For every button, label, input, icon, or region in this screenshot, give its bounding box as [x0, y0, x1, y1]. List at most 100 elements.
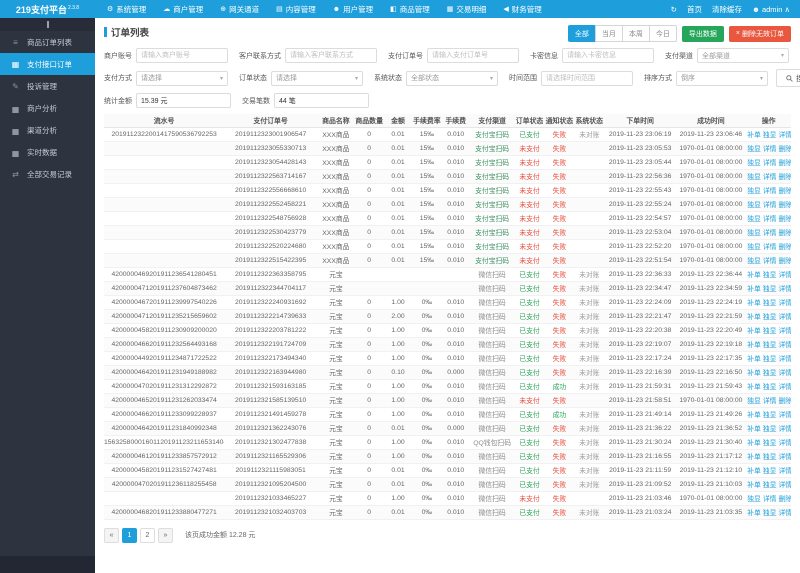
op-link-独显[interactable]: 独显	[747, 398, 761, 405]
op-link-独显[interactable]: 独显	[747, 258, 761, 265]
op-link-详情[interactable]: 详情	[762, 146, 777, 153]
op-link-补单[interactable]: 补单	[747, 356, 761, 363]
op-link-独显[interactable]: 独显	[762, 328, 777, 335]
range-button-全部[interactable]: 全部	[567, 25, 596, 42]
range-button-当月[interactable]: 当月	[594, 25, 623, 42]
op-link-补单[interactable]: 补单	[747, 300, 761, 307]
op-link-详情[interactable]: 详情	[778, 132, 791, 139]
op-link-详情[interactable]: 详情	[762, 230, 777, 237]
op-link-详情[interactable]: 详情	[778, 342, 791, 349]
op-link-独显[interactable]: 独显	[762, 454, 777, 461]
op-link-详情[interactable]: 详情	[778, 440, 791, 447]
range-button-今日[interactable]: 今日	[648, 25, 677, 42]
op-link-删除[interactable]: 删除	[778, 216, 791, 223]
op-link-详情[interactable]: 详情	[778, 328, 791, 335]
filter-input[interactable]	[136, 48, 228, 63]
op-link-补单[interactable]: 补单	[747, 286, 761, 293]
page-button-2[interactable]: 2	[140, 527, 155, 543]
sidebar-item-2[interactable]: ▦ 支付接口订单	[0, 53, 95, 75]
op-link-独显[interactable]: 独显	[747, 146, 761, 153]
op-link-独显[interactable]: 独显	[762, 300, 777, 307]
op-link-独显[interactable]: 独显	[747, 244, 761, 251]
next-page-button[interactable]: »	[158, 527, 173, 543]
op-link-删除[interactable]: 删除	[778, 146, 791, 153]
filter-input[interactable]	[541, 70, 633, 86]
op-link-详情[interactable]: 详情	[778, 454, 791, 461]
op-link-独显[interactable]: 独显	[762, 342, 777, 349]
op-link-删除[interactable]: 删除	[778, 188, 791, 195]
prev-page-button[interactable]: «	[104, 527, 119, 543]
nav-item-4[interactable]: ▤ 内容管理	[276, 4, 316, 15]
filter-input[interactable]	[285, 48, 377, 63]
filter-select[interactable]: 请选择 ▾	[271, 70, 363, 86]
op-link-详情[interactable]: 详情	[762, 398, 777, 405]
op-link-独显[interactable]: 独显	[762, 482, 777, 489]
op-link-独显[interactable]: 独显	[747, 230, 761, 237]
op-link-详情[interactable]: 详情	[762, 244, 777, 251]
op-link-独显[interactable]: 独显	[747, 496, 761, 503]
op-link-独显[interactable]: 独显	[762, 510, 777, 517]
op-link-补单[interactable]: 补单	[747, 510, 761, 517]
sidebar-item-6[interactable]: ▅ 实时数据	[0, 141, 95, 163]
op-link-独显[interactable]: 独显	[762, 468, 777, 475]
sidebar-item-4[interactable]: ▅ 商户分析	[0, 97, 95, 119]
op-link-补单[interactable]: 补单	[747, 468, 761, 475]
op-link-独显[interactable]: 独显	[762, 426, 777, 433]
op-link-独显[interactable]: 独显	[747, 216, 761, 223]
op-link-独显[interactable]: 独显	[762, 272, 777, 279]
op-link-补单[interactable]: 补单	[747, 132, 761, 139]
nav-item-2[interactable]: ☁ 商户管理	[163, 4, 203, 15]
op-link-删除[interactable]: 删除	[778, 398, 791, 405]
op-link-详情[interactable]: 详情	[762, 174, 777, 181]
op-link-补单[interactable]: 补单	[747, 328, 761, 335]
filter-input[interactable]	[427, 48, 519, 63]
op-link-详情[interactable]: 详情	[778, 300, 791, 307]
op-link-详情[interactable]: 详情	[762, 188, 777, 195]
sidebar-item-5[interactable]: ▅ 渠道分析	[0, 119, 95, 141]
op-link-详情[interactable]: 详情	[778, 356, 791, 363]
export-data-button[interactable]: 导出数据	[681, 25, 724, 42]
op-link-详情[interactable]: 详情	[778, 510, 791, 517]
home-link[interactable]: 首页	[686, 4, 702, 14]
op-link-删除[interactable]: 删除	[778, 230, 791, 237]
nav-item-1[interactable]: ⚙ 系统管理	[107, 4, 146, 15]
filter-select[interactable]: 全部渠道 ▾	[697, 48, 789, 63]
op-link-详情[interactable]: 详情	[762, 216, 777, 223]
op-link-补单[interactable]: 补单	[747, 412, 761, 419]
op-link-详情[interactable]: 详情	[778, 384, 791, 391]
filter-select[interactable]: 全部状态 ▾	[406, 70, 498, 86]
refresh-icon[interactable]: ↻	[670, 4, 677, 14]
op-link-详情[interactable]: 详情	[778, 370, 791, 377]
op-link-独显[interactable]: 独显	[747, 188, 761, 195]
op-link-独显[interactable]: 独显	[762, 440, 777, 447]
nav-item-7[interactable]: ▦ 交易明细	[447, 4, 487, 15]
op-link-详情[interactable]: 详情	[778, 482, 791, 489]
op-link-详情[interactable]: 详情	[778, 468, 791, 475]
range-button-本周[interactable]: 本周	[621, 25, 650, 42]
op-link-详情[interactable]: 详情	[778, 272, 791, 279]
op-link-详情[interactable]: 详情	[762, 496, 777, 503]
nav-item-6[interactable]: ◧ 商品管理	[390, 4, 430, 15]
op-link-补单[interactable]: 补单	[747, 272, 761, 279]
op-link-补单[interactable]: 补单	[747, 314, 761, 321]
op-link-详情[interactable]: 详情	[762, 258, 777, 265]
nav-item-3[interactable]: ⊕ 网关通道	[220, 4, 259, 15]
filter-select[interactable]: 倒序 ▾	[676, 70, 768, 86]
op-link-删除[interactable]: 删除	[778, 160, 791, 167]
op-link-删除[interactable]: 删除	[778, 174, 791, 181]
op-link-删除[interactable]: 删除	[778, 244, 791, 251]
op-link-补单[interactable]: 补单	[747, 426, 761, 433]
op-link-补单[interactable]: 补单	[747, 454, 761, 461]
op-link-补单[interactable]: 补单	[747, 384, 761, 391]
op-link-删除[interactable]: 删除	[778, 258, 791, 265]
op-link-详情[interactable]: 详情	[778, 314, 791, 321]
nav-item-8[interactable]: ◀ 财务管理	[503, 4, 541, 15]
op-link-详情[interactable]: 详情	[778, 426, 791, 433]
op-link-删除[interactable]: 删除	[778, 496, 791, 503]
op-link-补单[interactable]: 补单	[747, 482, 761, 489]
op-link-独显[interactable]: 独显	[762, 370, 777, 377]
op-link-独显[interactable]: 独显	[762, 286, 777, 293]
op-link-独显[interactable]: 独显	[762, 132, 777, 139]
op-link-独显[interactable]: 独显	[762, 412, 777, 419]
op-link-独显[interactable]: 独显	[762, 356, 777, 363]
